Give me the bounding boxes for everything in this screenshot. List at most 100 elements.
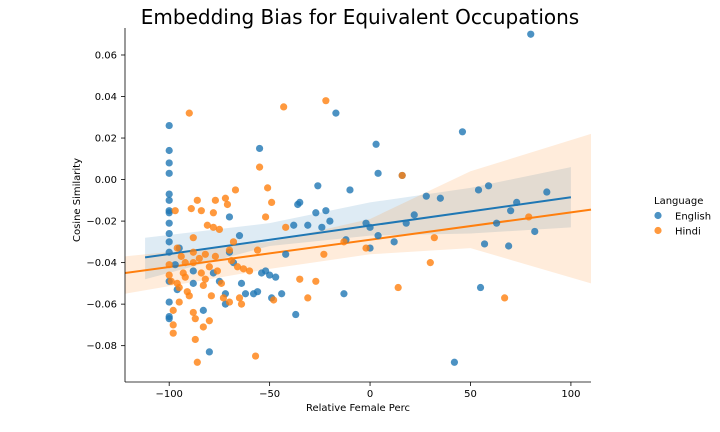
hindi-data-point [201, 275, 209, 283]
hindi-data-point [169, 329, 177, 337]
hindi-data-point [169, 306, 177, 314]
hindi-data-point [282, 223, 290, 231]
hindi-data-point [173, 244, 181, 252]
y-tick-label: 0.04 [95, 92, 117, 103]
hindi-data-point [312, 277, 320, 285]
x-tick-label: 100 [561, 389, 580, 400]
english-data-point [199, 306, 207, 314]
hindi-data-point [225, 298, 234, 306]
english-data-point [402, 219, 410, 227]
hindi-data-point [209, 209, 217, 217]
hindi-data-point [296, 275, 304, 283]
english-data-point [422, 192, 430, 200]
english-data-point [304, 221, 312, 229]
hindi-data-point [237, 300, 246, 308]
english-data-point [450, 358, 459, 366]
english-data-point [241, 290, 250, 298]
english-data-point [165, 248, 173, 256]
english-regression-line [144, 196, 572, 259]
hindi-data-point [189, 248, 197, 256]
english-legend-marker [654, 211, 662, 220]
english-data-point [531, 227, 539, 236]
hindi-data-point [205, 317, 213, 325]
hindi-data-point [501, 294, 509, 302]
hindi-data-point [223, 200, 232, 209]
hindi-data-point [262, 213, 270, 221]
hindi-data-point [193, 196, 201, 204]
english-data-point [436, 194, 444, 202]
english-data-point [225, 213, 234, 221]
hindi-data-point [322, 97, 330, 105]
english-data-point [296, 198, 304, 207]
hindi-data-point [165, 271, 173, 279]
x-axis-label: Relative Female Perc [306, 403, 410, 414]
hindi-data-point [239, 265, 248, 273]
english-legend-label: English [675, 212, 711, 223]
hindi-data-point [255, 163, 264, 171]
hindi-points [165, 97, 533, 366]
english-data-point [272, 273, 280, 281]
hindi-data-point [177, 252, 185, 260]
english-data-point [410, 211, 418, 219]
english-data-point [312, 209, 320, 217]
hindi-data-point [199, 323, 207, 331]
hindi-data-point [167, 277, 175, 285]
english-data-point [513, 198, 521, 207]
hindi-data-point [221, 194, 230, 202]
hindi-data-point [165, 261, 173, 269]
hindi-data-point [398, 171, 406, 180]
hindi-data-point [245, 267, 254, 275]
y-tick-label: 0.02 [95, 134, 117, 145]
x-tick-label: 50 [464, 389, 477, 400]
english-data-point [340, 290, 348, 298]
y-tick-label: 0.00 [95, 175, 117, 186]
english-data-point [255, 144, 264, 153]
hindi-legend-marker [654, 226, 662, 235]
hindi-data-point [211, 252, 219, 260]
hindi-data-point [189, 234, 197, 242]
english-points [165, 30, 551, 366]
english-data-point [290, 221, 298, 229]
english-confidence-band [145, 167, 571, 280]
hindi-data-point [175, 298, 183, 306]
y-tick-label: −0.08 [86, 341, 117, 352]
hindi-legend-label: Hindi [675, 227, 701, 238]
hindi-data-point [189, 308, 197, 317]
english-data-point [476, 283, 485, 292]
hindi-regression-line [124, 208, 592, 274]
y-axis-label: Cosine Similarity [72, 158, 83, 242]
hindi-data-point [525, 213, 533, 221]
hindi-data-point [193, 358, 201, 366]
hindi-data-point [264, 184, 272, 192]
hindi-data-point [195, 254, 203, 263]
hindi-data-point [217, 279, 226, 287]
hindi-data-point [187, 205, 195, 213]
english-data-point [189, 279, 197, 287]
english-data-point [527, 30, 535, 38]
english-data-point [390, 238, 398, 246]
hindi-data-point [251, 352, 260, 360]
english-data-point [326, 217, 334, 225]
english-data-point [292, 310, 300, 319]
x-tick-label: 0 [367, 389, 373, 400]
hindi-data-point [171, 207, 179, 215]
english-data-point [372, 140, 380, 148]
hindi-data-point [320, 250, 328, 258]
english-data-point [266, 271, 274, 279]
hindi-data-point [235, 294, 244, 302]
english-data-point [165, 315, 173, 323]
legend-items: English Hindi [654, 212, 711, 238]
hindi-data-point [209, 223, 217, 231]
y-tick-label: −0.02 [86, 217, 117, 228]
y-axis-ticks: −0.08 −0.06 −0.04 −0.02 0.00 0.02 0.04 0.06 [86, 50, 125, 352]
hindi-confidence-band [125, 133, 591, 294]
hindi-data-point [227, 256, 236, 265]
english-data-point [314, 182, 322, 190]
hindi-data-point [268, 198, 276, 207]
english-data-point [332, 109, 340, 117]
legend-title: Language [654, 196, 703, 207]
english-data-point [165, 219, 173, 227]
english-data-point [480, 240, 489, 248]
english-data-point [507, 207, 515, 215]
hindi-data-point [203, 221, 211, 229]
